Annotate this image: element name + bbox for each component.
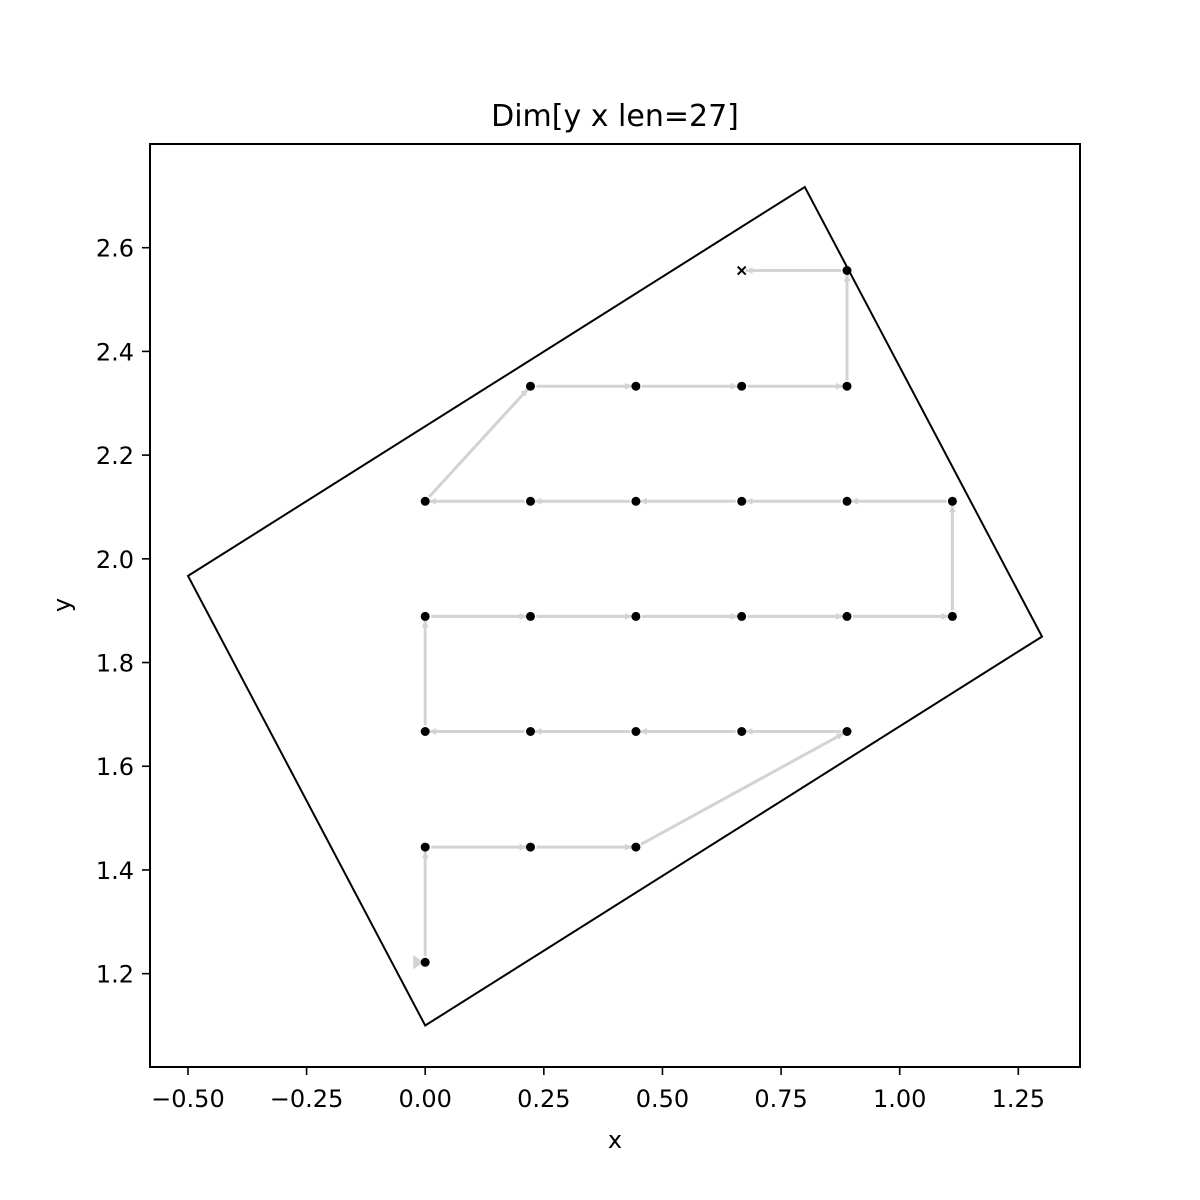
path-point xyxy=(631,727,641,736)
path-point xyxy=(842,266,852,275)
path-point xyxy=(842,496,852,506)
path-end-point xyxy=(736,265,747,276)
path-point xyxy=(631,611,641,621)
path-point xyxy=(420,496,430,506)
y-tick-label: 1.6 xyxy=(96,753,134,781)
path-point xyxy=(526,611,535,621)
path-point xyxy=(947,611,957,621)
path-point xyxy=(526,842,535,852)
y-tick-label: 2.4 xyxy=(96,338,134,366)
y-tick-label: 2.6 xyxy=(96,235,134,263)
x-tick-label: −0.25 xyxy=(270,1085,344,1113)
y-axis: 1.2 1.4 1.6 1.8 2.0 2.2 2.4 2.6 xyxy=(96,235,150,989)
x-tick-label: 0.75 xyxy=(754,1085,807,1113)
path-point xyxy=(947,496,957,506)
x-tick-label: 0.50 xyxy=(636,1085,689,1113)
y-tick-label: 1.8 xyxy=(96,650,134,678)
axes-frame xyxy=(149,143,1081,1068)
path-point xyxy=(526,381,535,391)
y-tick-label: 2.2 xyxy=(96,442,134,470)
chart-title: Dim[y x len=27] xyxy=(491,99,739,134)
path-point xyxy=(842,727,852,736)
path-point xyxy=(420,957,430,967)
path-point xyxy=(737,611,747,621)
path-point xyxy=(737,727,747,736)
x-tick-label: 0.00 xyxy=(398,1085,451,1113)
y-axis-label: y xyxy=(48,598,76,612)
path-point xyxy=(842,611,852,621)
x-tick-label: −0.50 xyxy=(151,1085,225,1113)
y-tick-label: 1.4 xyxy=(96,857,134,885)
y-tick-label: 2.0 xyxy=(96,546,134,574)
y-tick-label: 1.2 xyxy=(96,961,134,989)
path-point xyxy=(631,842,641,852)
path-point xyxy=(420,611,430,621)
path-point xyxy=(526,496,535,506)
x-tick-label: 1.00 xyxy=(873,1085,926,1113)
path-point xyxy=(842,381,852,391)
x-tick-label: 1.25 xyxy=(992,1085,1045,1113)
path-point xyxy=(631,381,641,391)
x-tick-label: 0.25 xyxy=(517,1085,570,1113)
path-point xyxy=(420,842,430,852)
path-point xyxy=(631,496,641,506)
boundary-rectangle xyxy=(186,185,1044,1027)
path-point xyxy=(737,496,747,506)
path-point xyxy=(420,727,430,736)
path-point xyxy=(737,381,747,391)
x-axis-label: x xyxy=(608,1126,622,1154)
path-arrow xyxy=(640,732,845,846)
plot-area xyxy=(186,185,1044,1027)
x-axis: −0.50 −0.25 0.00 0.25 0.50 0.75 1.00 1.25 xyxy=(151,1067,1045,1113)
path-start-marker xyxy=(413,955,425,970)
path-point xyxy=(526,727,535,736)
path-arrow xyxy=(428,388,529,498)
